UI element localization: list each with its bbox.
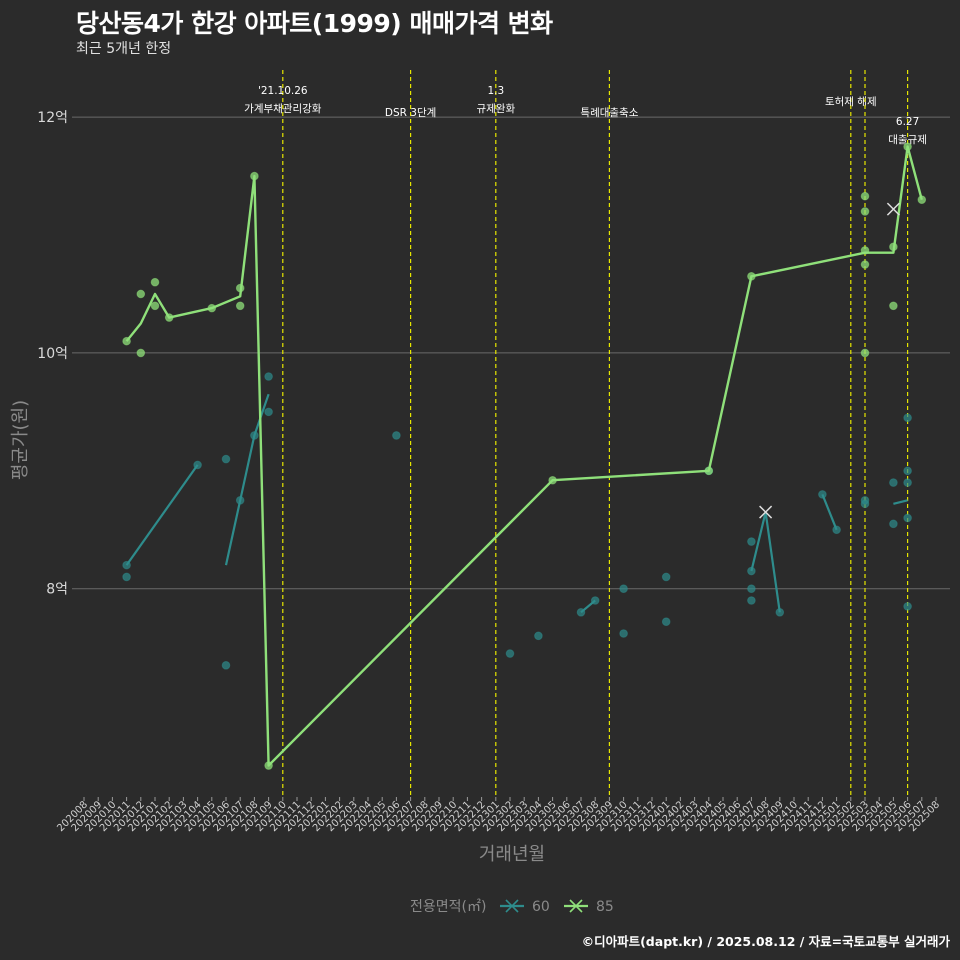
legend-label: 85 xyxy=(596,899,614,915)
legend-item-60: 60 xyxy=(500,899,550,915)
chart-subtitle: 최근 5개년 한정 xyxy=(76,41,172,57)
data-point-60 xyxy=(903,478,912,487)
data-point-85 xyxy=(150,301,160,311)
data-point-60 xyxy=(264,407,273,417)
data-point-85 xyxy=(136,348,146,358)
data-point-60 xyxy=(747,596,756,605)
data-point-60 xyxy=(392,431,401,440)
data-point-60 xyxy=(903,413,912,423)
data-point-85 xyxy=(150,277,160,287)
event-layer: '21.10.26 가계부채관리강화 DSR 3단계 1.3 규제완화 특례대출축소 토허제… xyxy=(244,70,927,795)
series-85 xyxy=(122,142,927,770)
cross-stroke xyxy=(886,202,900,216)
data-point-60 xyxy=(903,602,912,611)
data-point-85 xyxy=(889,301,898,311)
x-axis-ticks: 2020082020092020102020112020122021012021… xyxy=(55,797,942,834)
data-point-60 xyxy=(903,513,912,523)
grid-layer: 8억 10억 12억 xyxy=(37,110,950,598)
data-point-60 xyxy=(903,466,912,476)
source-caption: ©디아파트(dapt.kr) / 2025.08.12 / 자료=국토교통부 실… xyxy=(581,934,950,949)
y-tick-label: 12억 xyxy=(37,110,68,126)
y-axis-title: 평균가(원) xyxy=(10,400,31,480)
event-label: 1.3 xyxy=(487,85,504,97)
data-point-60 xyxy=(889,519,898,529)
data-point-60 xyxy=(534,631,543,641)
event-label: 토허제 해제 xyxy=(825,95,877,108)
event-label: 대출규제 xyxy=(888,134,927,146)
legend: 전용면적(㎡) 60 85 xyxy=(410,899,614,915)
event-label: 특례대출축소 xyxy=(580,107,638,119)
x-axis-title: 거래년월 xyxy=(479,844,545,865)
data-point-85 xyxy=(235,301,245,311)
data-point-60 xyxy=(661,617,671,627)
data-point-60 xyxy=(221,661,231,670)
y-tick-label: 10억 xyxy=(37,346,68,362)
event-label: 6.27 xyxy=(896,116,919,128)
data-point-60 xyxy=(122,572,131,582)
data-point-85 xyxy=(860,191,870,201)
series-line-85 xyxy=(125,145,923,767)
data-point-85 xyxy=(860,260,870,269)
series-line-60 xyxy=(125,464,199,566)
legend-swatch-cross xyxy=(505,899,519,913)
series-line-60 xyxy=(821,493,838,531)
event-label: DSR 3단계 xyxy=(385,107,436,119)
chart-title: 당산동4가 한강 아파트(1999) 매매가격 변화 xyxy=(76,9,553,38)
data-point-85 xyxy=(860,348,870,358)
legend-item-85: 85 xyxy=(564,899,614,915)
data-point-60 xyxy=(747,584,756,593)
legend-title: 전용면적(㎡) xyxy=(410,899,486,915)
legend-label: 60 xyxy=(532,899,550,915)
data-point-60 xyxy=(619,629,628,638)
data-point-85 xyxy=(860,207,870,216)
legend-swatch-cross xyxy=(569,899,583,913)
event-label: 규제완화 xyxy=(476,102,515,115)
series-60 xyxy=(122,372,912,670)
event-label: 가계부채관리강화 xyxy=(244,103,322,115)
data-point-60 xyxy=(747,537,756,546)
series-line-60 xyxy=(893,499,908,505)
series-line-60 xyxy=(580,599,596,614)
data-point-60 xyxy=(860,495,870,505)
data-point-60 xyxy=(264,372,273,381)
cross-marker-85 xyxy=(886,202,900,216)
data-point-60 xyxy=(661,572,671,582)
data-point-60 xyxy=(619,584,628,593)
y-tick-label: 8억 xyxy=(46,582,68,598)
series-line-60 xyxy=(750,511,781,613)
event-label: '21.10.26 xyxy=(258,85,308,97)
series-layer xyxy=(122,142,927,770)
data-point-60 xyxy=(889,478,898,487)
cross-marker-60 xyxy=(759,505,773,519)
data-point-60 xyxy=(505,649,515,658)
series-line-60 xyxy=(224,393,270,566)
cross-stroke xyxy=(759,505,773,519)
data-point-60 xyxy=(221,454,231,464)
data-point-85 xyxy=(136,289,146,299)
